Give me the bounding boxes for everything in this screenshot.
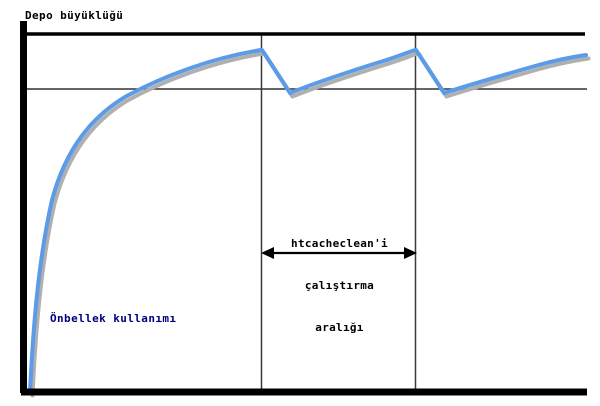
series-line-cache-usage xyxy=(28,48,588,394)
interval-arrow-head-right xyxy=(404,247,417,259)
interval-arrow-head-left xyxy=(261,247,274,259)
interval-arrow xyxy=(261,247,417,259)
